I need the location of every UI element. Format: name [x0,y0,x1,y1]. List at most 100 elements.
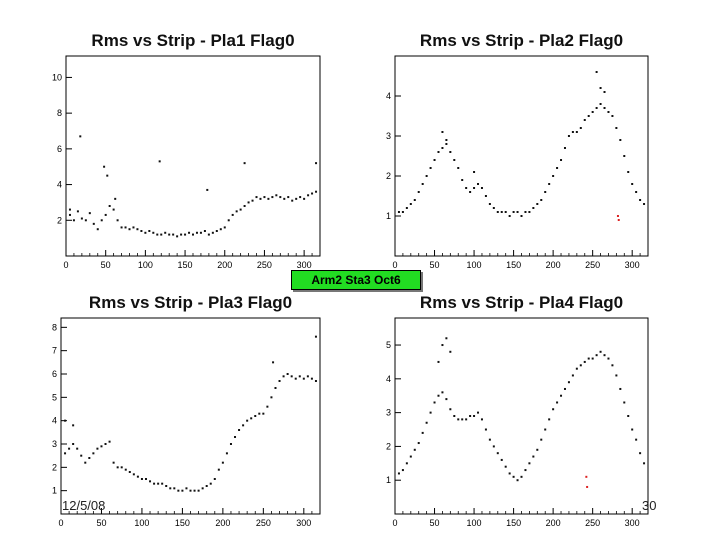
y-tick-label: 8 [57,108,62,118]
x-tick-label: 200 [546,260,561,270]
x-tick-label: 100 [138,260,153,270]
data-point [492,445,495,448]
data-point [211,231,214,234]
data-point [417,442,420,445]
data-point [278,380,281,382]
data-point [239,208,242,211]
data-point [477,411,480,414]
data-point [496,211,499,213]
data-point [223,226,226,229]
data-point [603,91,606,93]
x-tick-label: 100 [467,260,482,270]
data-point [587,357,590,360]
y-tick-label: 7 [52,346,57,356]
y-tick-label: 4 [386,91,391,101]
data-point [314,335,317,338]
data-point [185,487,188,490]
data-point [84,219,87,222]
y-tick-label: 3 [386,408,391,418]
data-point [180,233,183,236]
y-tick-label: 6 [57,144,62,154]
data-point [441,147,444,149]
data-point [259,197,262,200]
y-tick-label: 4 [386,374,391,384]
chart-panel-3: Rms vs Strip - Pla3 Flag0 0 50 100 150 200 250… [52,293,321,528]
data-point [496,452,499,455]
data-point [68,208,71,211]
data-point [205,485,208,487]
data-point [192,233,194,236]
x-tick-label: 150 [178,260,193,270]
data-point [275,194,278,197]
data-point [128,228,131,231]
data-point [283,197,286,200]
data-point [473,415,476,417]
data-point [567,381,570,384]
data-point [242,424,245,427]
data-point [429,167,432,169]
data-point [484,428,487,431]
data-point [643,203,646,205]
data-point [643,462,646,465]
chart-title: Rms vs Strip - Pla1 Flag0 [91,31,294,50]
data-point [68,213,71,216]
data-point [540,199,543,201]
data-point [114,197,117,200]
data-point [623,401,626,404]
data-point [575,367,578,370]
data-point [120,466,123,469]
data-point [72,443,75,445]
data-point [607,357,610,360]
data-point [176,235,179,238]
data-point [599,103,602,105]
data-point [103,165,106,168]
chart-panel-4: Rms vs Strip - Pla4 Flag0 0 50 100 150 200 250… [386,293,649,528]
data-point [579,364,582,367]
data-point [80,454,83,457]
data-point [203,230,206,232]
data-point [315,162,318,165]
data-point [124,468,127,471]
data-point [437,394,440,397]
data-point [457,167,460,169]
data-point [575,131,578,133]
x-tick-label: 0 [392,518,397,528]
data-point [532,207,535,209]
data-point [295,197,298,200]
x-tick-label: 50 [96,518,106,528]
data-point [492,207,495,209]
data-point [274,387,277,389]
data-point [449,408,452,411]
data-point [429,411,432,414]
data-point [591,111,594,113]
data-point [631,183,634,185]
data-point [595,107,598,109]
data-point [88,212,91,215]
data-point [599,87,602,89]
data-point [100,219,103,222]
x-tick-label: 250 [585,260,600,270]
plot-frame [65,55,321,257]
x-tick-label: 250 [585,518,600,528]
data-point [132,226,135,229]
data-point [250,417,253,420]
data-point [76,210,79,213]
data-point [148,230,151,232]
data-point [461,418,464,421]
data-point [128,471,131,473]
data-point [80,217,83,220]
data-point [92,452,95,455]
data-point [88,457,91,459]
x-tick-label: 50 [430,518,440,528]
data-point [421,183,424,185]
data-point [401,211,404,213]
data-point [477,183,480,185]
data-point [586,485,589,488]
data-point [556,167,559,169]
data-point [445,143,448,145]
data-point [314,380,317,382]
data-point [516,211,519,213]
data-point [639,199,642,201]
y-tick-label: 8 [52,322,57,332]
data-point [207,233,210,236]
